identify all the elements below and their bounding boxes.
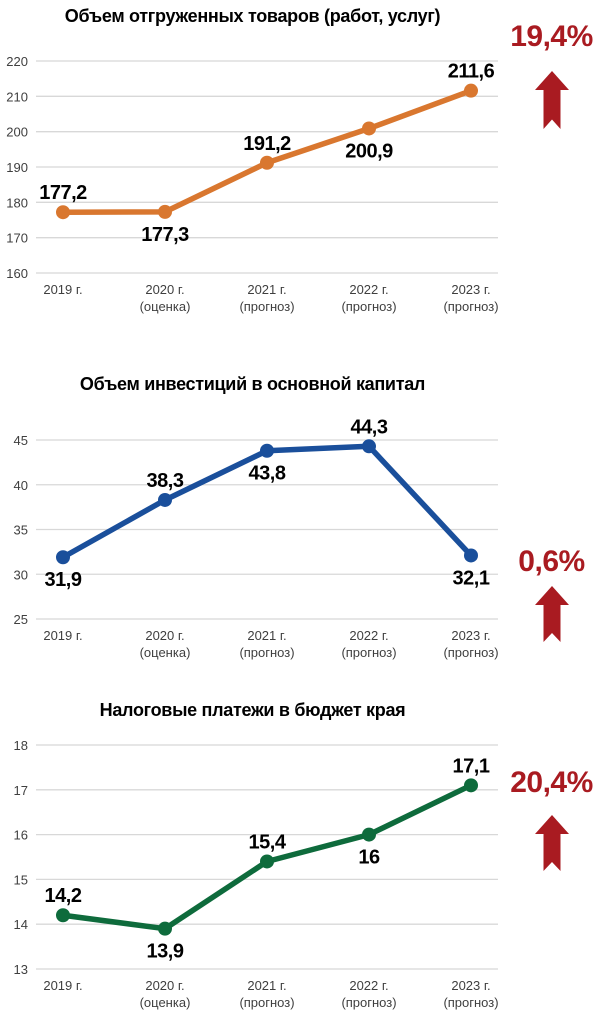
x-axis-label: 2019 г. — [43, 282, 82, 297]
y-tick-label: 210 — [6, 89, 28, 104]
x-axis-label: 2021 г. — [247, 628, 286, 643]
chart-block-shipped-goods: Объем отгруженных товаров (работ, услуг)… — [0, 0, 600, 340]
growth-indicator: 0,6% — [503, 545, 600, 642]
y-tick-label: 18 — [14, 738, 28, 753]
chart-block-tax-payments: Налоговые платежи в бюджет края 13 14 15 16… — [0, 680, 600, 1014]
x-axis-label: 2020 г. — [145, 628, 184, 643]
x-axis-note: (оценка) — [140, 995, 191, 1010]
data-point — [464, 548, 478, 563]
x-axis-label: 2021 г. — [247, 282, 286, 297]
x-axis-note: (прогноз) — [341, 299, 396, 314]
x-axis-label: 2020 г. — [145, 978, 184, 993]
data-point-label: 177,3 — [141, 224, 189, 246]
x-axis-label: 2022 г. — [349, 628, 388, 643]
data-point — [158, 204, 172, 219]
data-point-label: 15,4 — [249, 831, 287, 853]
data-point-label: 31,9 — [45, 569, 82, 591]
y-tick-label: 180 — [6, 195, 28, 210]
data-point — [362, 121, 376, 136]
x-axis-label: 2023 г. — [451, 978, 490, 993]
chart-title: Объем отгруженных товаров (работ, услуг) — [64, 6, 441, 26]
y-tick-label: 190 — [6, 160, 28, 175]
data-point-label: 200,9 — [345, 140, 393, 162]
data-point — [260, 443, 274, 458]
line-chart-investments: 25 30 35 40 45 31,9 2019 г. 38,3 2020 г. (оценка)… — [14, 416, 499, 660]
y-tick-label: 170 — [6, 231, 28, 246]
data-point — [158, 921, 172, 936]
x-axis-label: 2023 г. — [451, 282, 490, 297]
data-point-label: 38,3 — [147, 470, 184, 492]
x-axis-label: 2019 г. — [43, 978, 82, 993]
up-arrow-icon — [534, 71, 569, 129]
x-axis-note: (прогноз) — [341, 995, 396, 1010]
growth-indicator: 20,4% — [503, 766, 600, 871]
data-point — [56, 908, 70, 923]
x-axis-note: (прогноз) — [341, 645, 396, 660]
up-arrow-icon — [534, 815, 569, 871]
x-axis-note: (прогноз) — [239, 645, 294, 660]
data-point-label: 191,2 — [243, 133, 291, 155]
x-axis-note: (прогноз) — [443, 645, 498, 660]
y-tick-label: 13 — [14, 962, 28, 977]
y-tick-label: 200 — [6, 125, 28, 140]
growth-percent-label: 20,4% — [510, 766, 593, 799]
data-point-label: 14,2 — [45, 885, 82, 907]
x-axis-label: 2019 г. — [43, 628, 82, 643]
y-tick-label: 35 — [14, 523, 28, 538]
chart-title: Объем инвестиций в основной капитал — [79, 374, 426, 394]
y-tick-label: 25 — [14, 612, 28, 627]
y-tick-label: 160 — [6, 266, 28, 281]
x-axis-note: (оценка) — [140, 645, 191, 660]
data-point — [260, 854, 274, 869]
x-axis-note: (прогноз) — [239, 995, 294, 1010]
y-tick-label: 40 — [14, 478, 28, 493]
x-axis-note: (прогноз) — [443, 995, 498, 1010]
growth-percent-label: 19,4% — [510, 20, 593, 53]
x-axis-label: 2021 г. — [247, 978, 286, 993]
x-axis-note: (оценка) — [140, 299, 191, 314]
data-point-label: 17,1 — [453, 755, 490, 777]
data-point — [464, 778, 478, 793]
data-point-label: 13,9 — [147, 941, 184, 963]
x-axis-note: (прогноз) — [239, 299, 294, 314]
y-tick-label: 16 — [14, 828, 28, 843]
data-point — [56, 550, 70, 565]
data-point-label: 177,2 — [39, 182, 87, 204]
y-tick-label: 15 — [14, 872, 28, 887]
x-axis-label: 2022 г. — [349, 282, 388, 297]
line-chart-tax-payments: 13 14 15 16 17 18 14,2 2019 г. 13,9 2020 г. (оценк… — [14, 738, 499, 1010]
data-point-label: 44,3 — [351, 416, 388, 438]
chart-block-investments: Объем инвестиций в основной капитал 25 30… — [0, 340, 600, 680]
data-point — [260, 155, 274, 170]
data-point — [362, 827, 376, 842]
data-point — [158, 492, 172, 507]
x-axis-label: 2023 г. — [451, 628, 490, 643]
data-point — [362, 439, 376, 454]
data-point-label: 43,8 — [249, 463, 286, 485]
chart-title: Налоговые платежи в бюджет края — [99, 700, 406, 720]
y-tick-label: 45 — [14, 433, 28, 448]
growth-indicator: 19,4% — [503, 20, 600, 129]
y-tick-label: 17 — [14, 783, 28, 798]
line-chart-shipped-goods: 160 170 180 190 200 210 220 177,2 2019 г. 177,3 20… — [6, 54, 498, 314]
y-tick-label: 220 — [6, 54, 28, 69]
x-axis-note: (прогноз) — [443, 299, 498, 314]
data-point-label: 211,6 — [448, 61, 495, 83]
data-point — [464, 83, 478, 98]
data-point — [56, 205, 70, 220]
data-point-label: 32,1 — [453, 567, 490, 589]
data-point-label: 16 — [358, 847, 380, 869]
y-tick-label: 14 — [14, 917, 28, 932]
x-axis-label: 2020 г. — [145, 282, 184, 297]
up-arrow-icon — [534, 586, 569, 642]
growth-percent-label: 0,6% — [518, 545, 585, 578]
y-tick-label: 30 — [14, 567, 28, 582]
x-axis-label: 2022 г. — [349, 978, 388, 993]
